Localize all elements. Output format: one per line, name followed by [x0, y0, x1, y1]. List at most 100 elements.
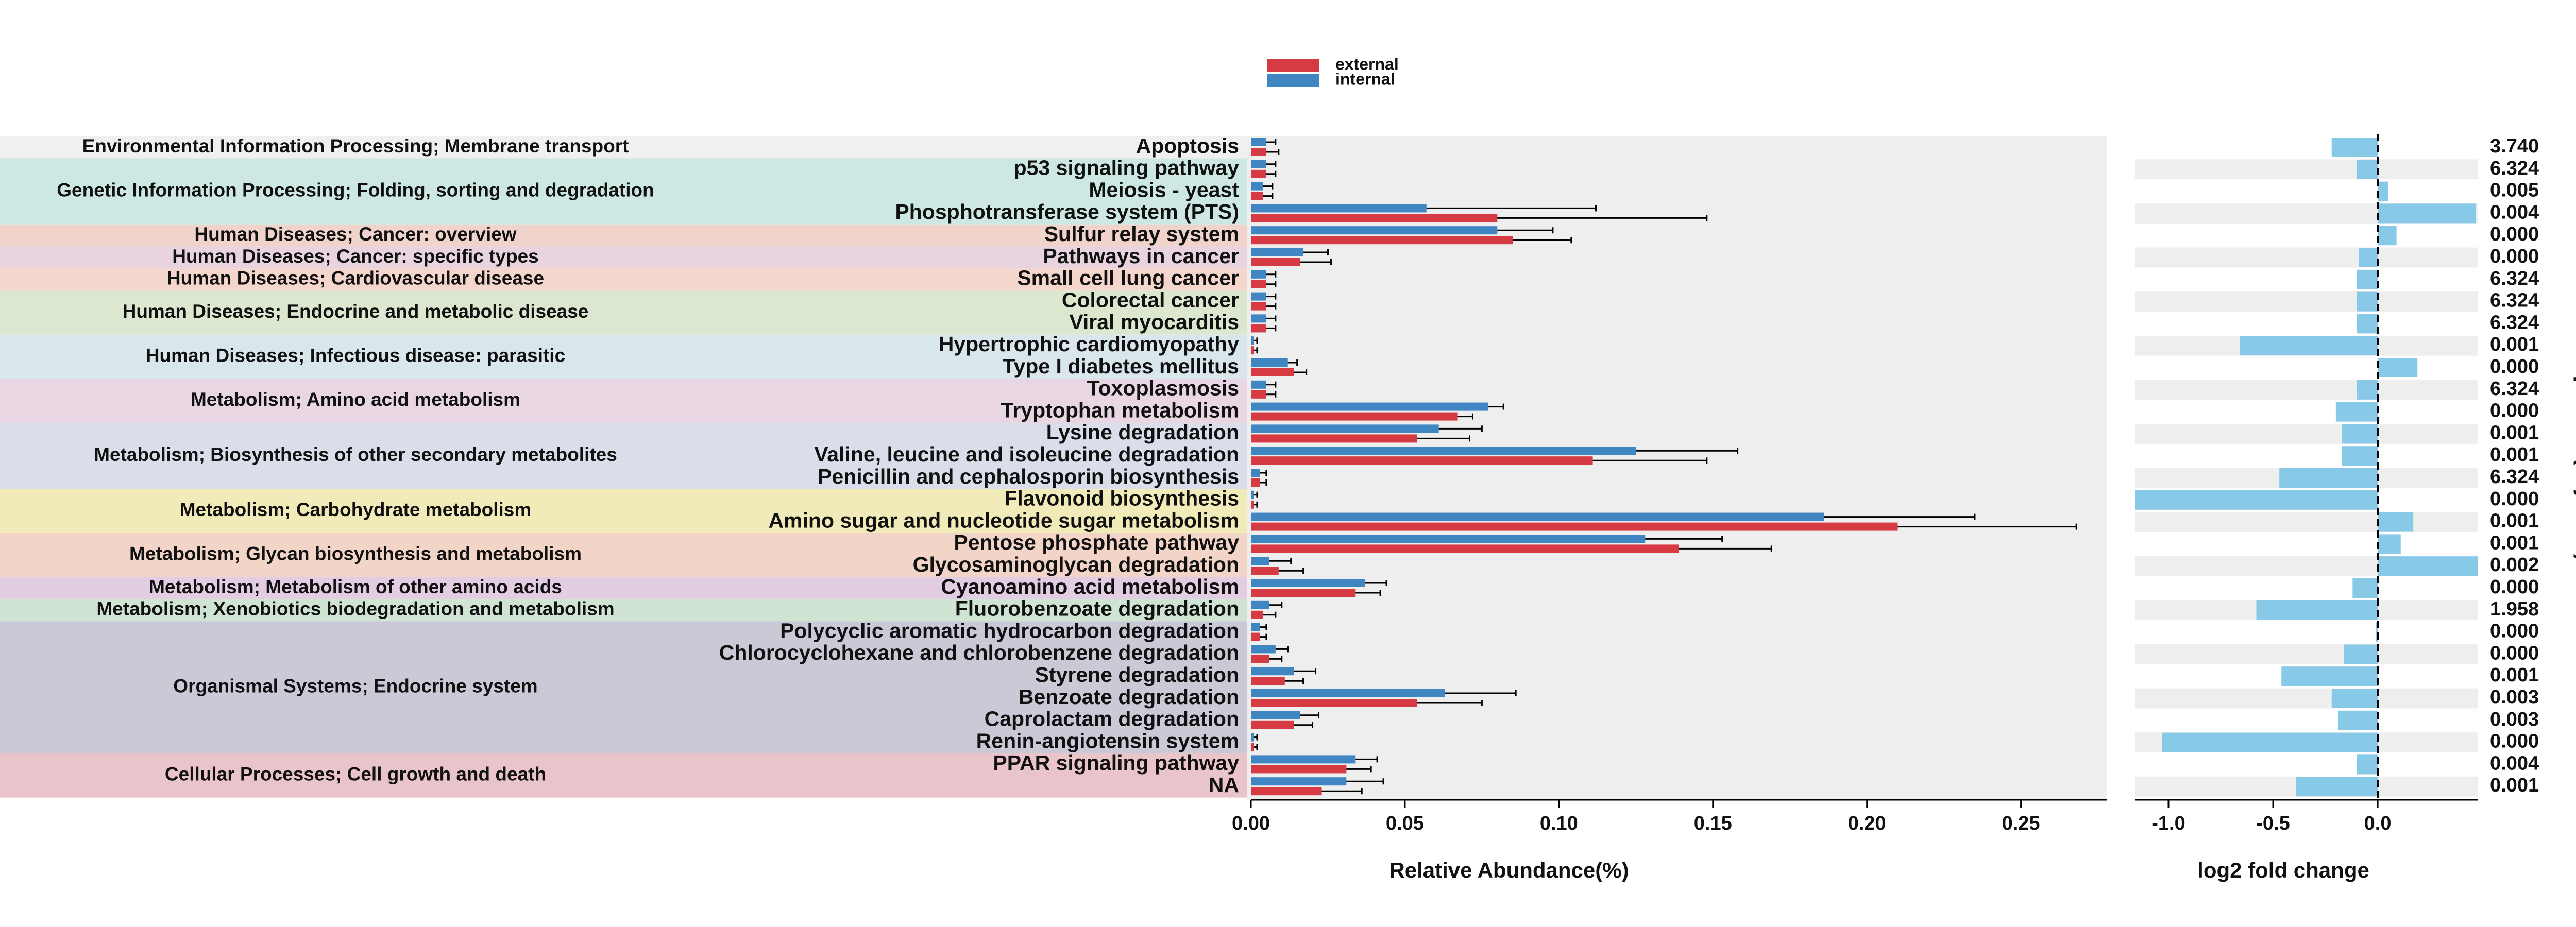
p-value-label: 6.324	[2490, 466, 2539, 488]
error-bar	[1253, 734, 1258, 741]
error-bar	[1417, 435, 1470, 442]
fold-change-bar	[2378, 226, 2397, 246]
group-band	[0, 290, 1247, 335]
fold-change-bar	[2331, 689, 2378, 708]
group-band	[0, 489, 1247, 533]
bar	[1251, 368, 1294, 376]
row-stripe	[2135, 380, 2478, 400]
row-stripe	[2135, 688, 2478, 709]
bar	[1251, 148, 1266, 156]
bar	[1251, 589, 1356, 597]
bar	[1251, 544, 1679, 553]
fold-change-bar	[2376, 622, 2378, 642]
category-label: Meiosis - yeast	[1089, 178, 1239, 201]
error-bar	[1263, 611, 1277, 618]
group-band	[0, 753, 1247, 798]
error-bar	[1266, 271, 1277, 278]
fold-change-bar	[2357, 754, 2378, 775]
p-value-label: 0.000	[2490, 224, 2539, 245]
p-value-label: 3.740	[2490, 135, 2539, 157]
fold-change-bar	[2359, 248, 2378, 267]
error-bar	[1294, 722, 1314, 728]
fold-change-bar	[2162, 732, 2378, 752]
bar	[1251, 380, 1266, 389]
bar	[1251, 182, 1263, 191]
fold-change-bar	[2135, 490, 2378, 510]
group-band	[0, 599, 1247, 622]
bar	[1251, 755, 1356, 764]
error-bar	[1645, 536, 1723, 542]
category-label: Tryptophan metabolism	[1001, 398, 1239, 422]
p-value-label: 6.324	[2490, 290, 2539, 312]
bar	[1251, 226, 1498, 235]
bar	[1251, 324, 1266, 333]
fold-change-bar	[2357, 314, 2378, 334]
category-label: Flavonoid biosynthesis	[1004, 487, 1239, 510]
category-label: Valine, leucine and isoleucine degradati…	[814, 442, 1239, 466]
error-bar	[1497, 215, 1708, 221]
bar	[1251, 645, 1276, 654]
error-bar	[1260, 633, 1267, 640]
category-label: Polycyclic aromatic hydrocarbon degradat…	[780, 619, 1239, 642]
group-label: Organismal Systems; Endocrine system	[173, 675, 537, 696]
fold-change-bar	[2378, 181, 2388, 201]
fold-change-bar	[2357, 291, 2378, 312]
fold-change-bar	[2337, 710, 2378, 730]
group-band	[0, 533, 1247, 577]
bar	[1251, 490, 1254, 499]
bar	[1251, 424, 1439, 433]
category-label: Pentose phosphate pathway	[954, 530, 1239, 554]
group-label: Human Diseases; Cardiovascular disease	[167, 268, 544, 289]
category-label: Amino sugar and nucleotide sugar metabol…	[768, 508, 1239, 532]
bar	[1251, 214, 1498, 222]
fold-change-bar	[2357, 380, 2378, 400]
category-label: Chlorocyclohexane and chlorobenzene degr…	[719, 641, 1239, 664]
error-bar	[1266, 325, 1277, 332]
bar	[1251, 434, 1417, 443]
p-value-label: 1.958	[2490, 598, 2539, 620]
bar	[1251, 512, 1824, 521]
category-label: Hypertrophic cardiomyopathy	[939, 332, 1239, 356]
error-bar	[1294, 369, 1308, 375]
p-value-label: 6.324	[2490, 378, 2539, 400]
fold-change-bar	[2331, 138, 2378, 157]
bar	[1251, 733, 1254, 742]
fold-change-bar	[2378, 556, 2478, 576]
error-bar	[1355, 590, 1381, 596]
bar	[1251, 632, 1260, 641]
error-bar	[1266, 391, 1277, 398]
category-label: Viral myocarditis	[1069, 310, 1239, 334]
group-label: Genetic Information Processing; Folding,…	[57, 179, 654, 200]
error-bar	[1278, 568, 1304, 574]
p-value-label: 0.001	[2490, 422, 2539, 443]
bar	[1251, 192, 1263, 200]
group-label: Metabolism; Amino acid metabolism	[191, 389, 520, 410]
group-band	[0, 224, 1247, 247]
p-value-label: 0.000	[2490, 642, 2539, 664]
x-tick-label: 0.10	[1540, 813, 1578, 834]
p-value-label: 0.001	[2490, 664, 2539, 686]
error-bar	[1253, 347, 1258, 354]
error-bar	[1457, 413, 1473, 420]
category-label: Penicillin and cephalosporin biosynthesi…	[818, 465, 1239, 488]
error-bar	[1269, 656, 1283, 662]
category-label: Colorectal cancer	[1062, 288, 1239, 312]
category-label: Sulfur relay system	[1044, 222, 1239, 246]
error-bar	[1636, 448, 1739, 454]
p-value-label: 0.003	[2490, 686, 2539, 708]
error-bar	[1266, 303, 1277, 310]
bar	[1251, 743, 1254, 751]
p-value-label: 0.001	[2490, 775, 2539, 796]
group-label: Metabolism; Glycan biosynthesis and meta…	[129, 543, 582, 564]
bar	[1251, 402, 1488, 411]
p-value-label: 0.004	[2490, 752, 2539, 774]
bar	[1251, 138, 1266, 146]
group-label: Metabolism; Xenobiotics biodegradation a…	[96, 598, 614, 620]
error-bar	[1417, 700, 1483, 706]
p-value-label: 0.000	[2490, 488, 2539, 510]
fold-change-bar	[2378, 203, 2476, 224]
error-bar	[1253, 744, 1258, 750]
bar	[1251, 236, 1513, 245]
fold-change-title: log2 fold change	[2197, 858, 2369, 882]
error-bar	[1260, 470, 1267, 476]
